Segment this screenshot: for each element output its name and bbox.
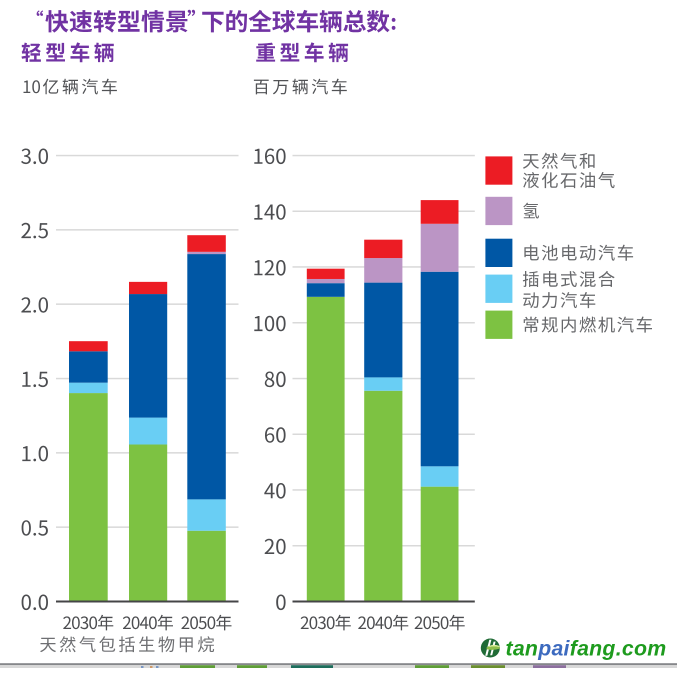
svg-text:tanpaifang.com: tanpaifang.com — [506, 637, 667, 661]
